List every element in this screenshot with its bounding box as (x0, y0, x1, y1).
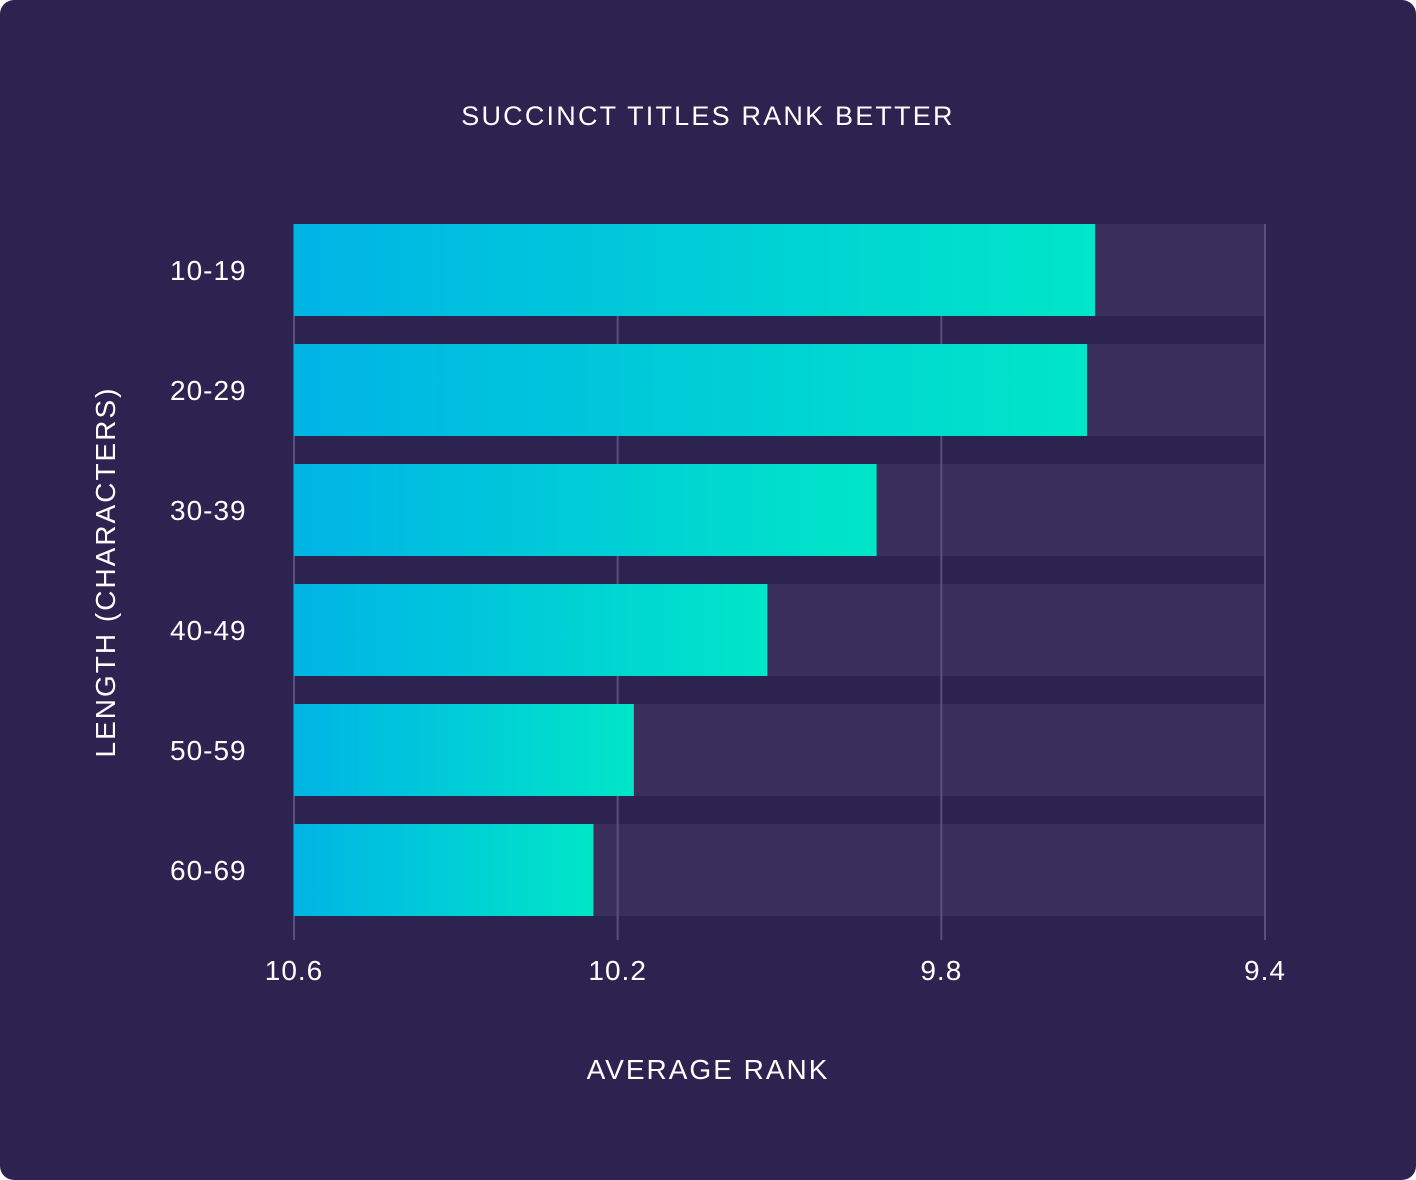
x-tick-labels: 10.6 10.2 9.8 9.4 (265, 955, 1286, 986)
bar-40-49 (294, 584, 768, 676)
bar-50-59 (294, 704, 634, 796)
category-labels: 10-19 20-29 30-39 40-49 50-59 60-69 (170, 255, 247, 886)
gridlines (293, 224, 1266, 940)
bars (294, 224, 1096, 916)
bar-20-29 (294, 344, 1087, 436)
chart-title: SUCCINCT TITLES RANK BETTER (461, 101, 954, 131)
bar-30-39 (294, 464, 877, 556)
x-axis-title: AVERAGE RANK (587, 1054, 830, 1085)
category-label: 50-59 (170, 735, 247, 766)
category-label: 30-39 (170, 495, 247, 526)
category-label: 10-19 (170, 255, 247, 286)
bar-10-19 (294, 224, 1096, 316)
x-tick-label: 9.4 (1244, 955, 1286, 986)
category-label: 20-29 (170, 375, 247, 406)
bar-tracks (294, 224, 1265, 916)
x-tick-label: 10.6 (265, 955, 324, 986)
x-tick-label: 9.8 (920, 955, 962, 986)
category-label: 60-69 (170, 855, 247, 886)
y-axis-title: LENGTH (CHARACTERS) (90, 387, 121, 758)
category-label: 40-49 (170, 615, 247, 646)
x-tick-label: 10.2 (588, 955, 647, 986)
bar-60-69 (294, 824, 594, 916)
